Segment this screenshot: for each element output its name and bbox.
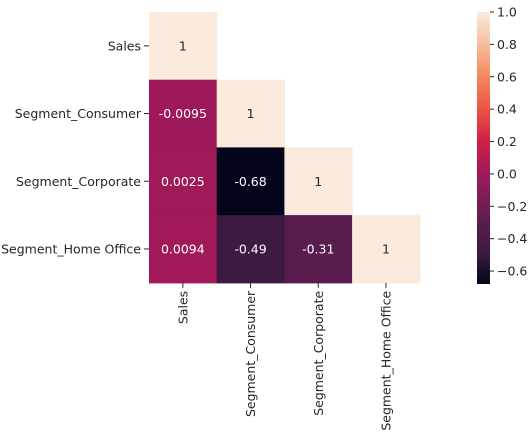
heatmap-cell [149, 12, 218, 81]
heatmap-cells: 1 -0.0095 1 0.0025 -0.68 1 0.0094 -0.49 -0.31 1 [149, 12, 421, 284]
column-tick-label: Segment_Home Office [378, 290, 393, 430]
cell-value-label: -0.49 [234, 241, 266, 256]
heatmap-cell [216, 147, 285, 216]
heatmap-cell [352, 215, 421, 284]
row-tick-label: Segment_Consumer [15, 106, 142, 121]
column-tick-labels: Sales Segment_Consumer Segment_Corporate Se… [175, 282, 393, 431]
cell-value-label: -0.31 [302, 241, 334, 256]
row-tick-label: Segment_Corporate [16, 174, 141, 189]
colorbar-tick-label: 0.4 [497, 102, 517, 117]
heatmap-cell [149, 79, 218, 148]
heatmap-cell [216, 79, 285, 148]
heatmap-cell [149, 147, 218, 216]
colorbar-tick-label: −0.2 [497, 199, 527, 214]
row-tick-label: Sales [108, 38, 141, 53]
colorbar-tick-label: −0.4 [497, 231, 527, 246]
colorbar: 1.0 0.8 0.6 0.4 0.2 0.0 −0.2 −0.4 −0.6 [477, 5, 527, 284]
colorbar-tick-label: 1.0 [497, 5, 517, 20]
cell-value-label: -0.0095 [159, 106, 207, 121]
cell-value-label: 1 [314, 174, 322, 189]
heatmap-cell [149, 215, 218, 284]
cell-value-label: 0.0094 [161, 241, 205, 256]
cell-value-label: 1 [382, 241, 390, 256]
colorbar-tick-label: 0.2 [497, 134, 517, 149]
row-tick-labels: Sales Segment_Consumer Segment_Corporate Se… [1, 38, 149, 256]
colorbar-tick-label: 0.0 [497, 166, 517, 181]
column-tick-label: Sales [175, 291, 190, 324]
cell-value-label: -0.68 [234, 174, 266, 189]
heatmap-cell [284, 147, 353, 216]
heatmap-cell [284, 215, 353, 284]
colorbar-gradient [477, 12, 490, 284]
colorbar-tick-label: 0.8 [497, 37, 517, 52]
column-tick-label: Segment_Consumer [243, 290, 258, 417]
cell-value-label: 1 [179, 38, 187, 53]
heatmap-cell [216, 215, 285, 284]
colorbar-tick-label: 0.6 [497, 69, 517, 84]
column-tick-label: Segment_Corporate [311, 291, 326, 416]
row-tick-label: Segment_Home Office [1, 241, 141, 256]
cell-value-label: 1 [247, 106, 255, 121]
colorbar-tick-label: −0.6 [497, 264, 527, 279]
cell-value-label: 0.0025 [161, 174, 205, 189]
